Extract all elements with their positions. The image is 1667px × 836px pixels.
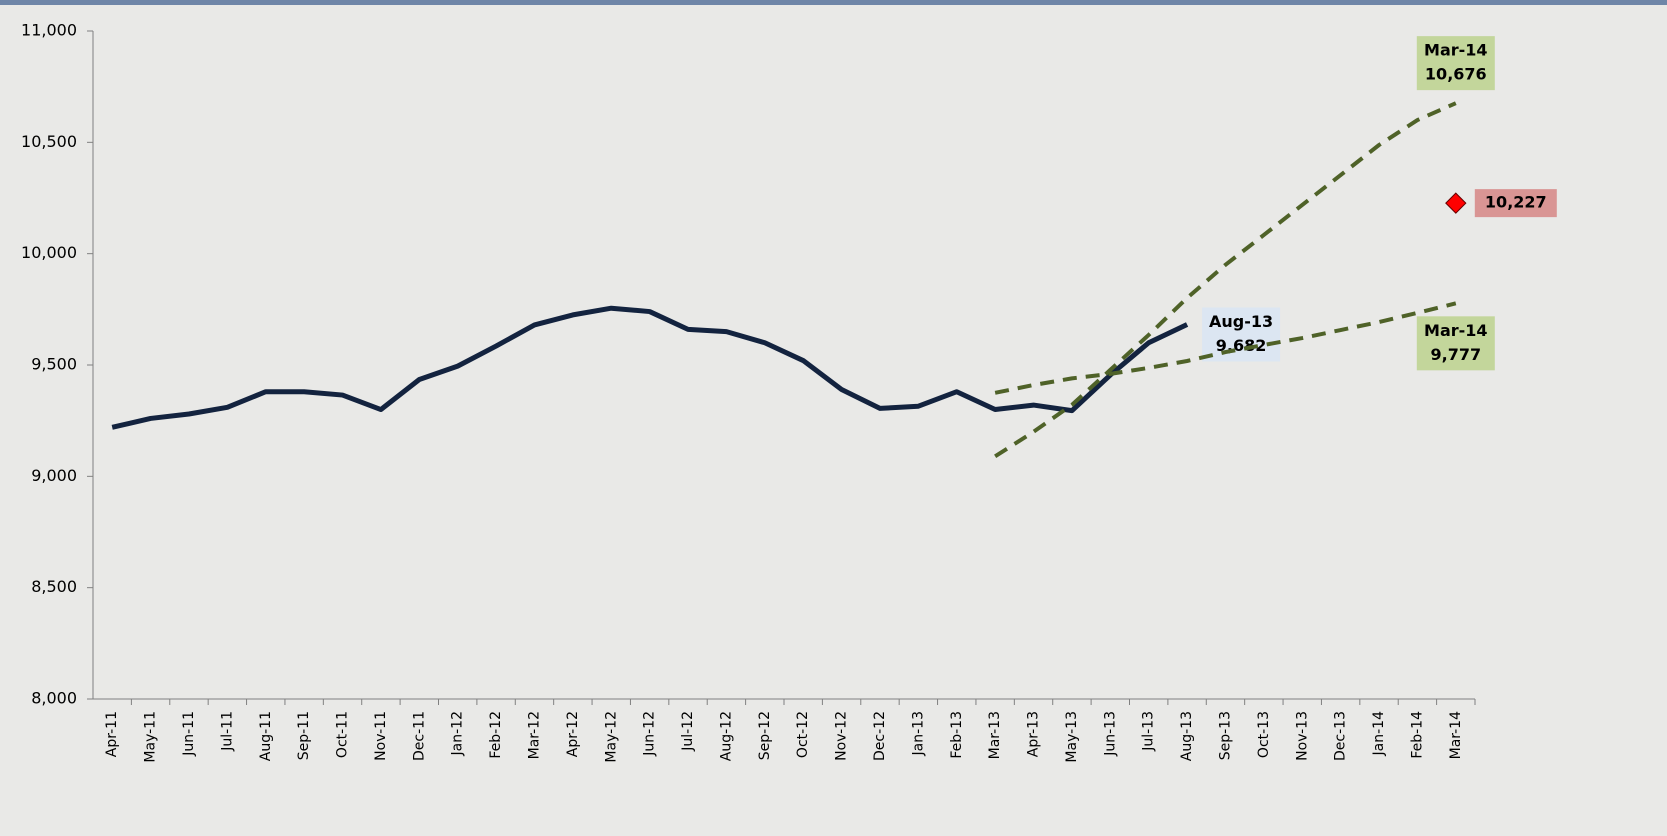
y-tick-label: 9,500 (31, 355, 77, 374)
x-tick-label: Nov-11 (373, 711, 389, 761)
x-tick-label: Feb-13 (949, 711, 965, 759)
callout-value: 10,676 (1425, 65, 1487, 84)
callout: Aug-139,682 (1202, 307, 1281, 362)
x-tick-label: Apr-13 (1026, 711, 1042, 757)
x-tick-label: Nov-13 (1294, 711, 1310, 761)
y-tick-label: 10,000 (21, 243, 77, 262)
series-line (994, 101, 1457, 458)
x-tick-label: Oct-11 (335, 711, 351, 758)
x-tick-label: Jun-12 (642, 711, 658, 757)
x-tick-label: Feb-12 (488, 711, 504, 759)
callout-value: 10,227 (1485, 193, 1547, 212)
x-tick-label: Jul-13 (1141, 711, 1157, 752)
callout-box (1474, 189, 1557, 218)
x-tick-label: Jul-12 (680, 711, 696, 752)
series-line (994, 301, 1457, 395)
x-tick-label: Sep-13 (1217, 711, 1233, 760)
y-tick-label: 11,000 (21, 21, 77, 40)
x-tick-label: May-13 (1064, 711, 1080, 763)
callout-value: 9,777 (1431, 345, 1482, 364)
callout: 10,227 (1474, 189, 1557, 218)
callout: Mar-14 9,777 (1416, 316, 1495, 371)
x-tick-label: Aug-11 (258, 711, 274, 761)
y-tick-label: 8,000 (31, 689, 77, 708)
x-tick-label: May-12 (603, 711, 619, 763)
x-tick-label: Apr-12 (565, 711, 581, 757)
y-tick-label: 8,500 (31, 577, 77, 596)
x-tick-label: Apr-11 (104, 711, 120, 757)
x-tick-label: Feb-14 (1409, 711, 1425, 759)
x-tick-label: Jun-13 (1102, 711, 1118, 757)
x-tick-label: Mar-12 (526, 711, 542, 759)
marker (1445, 192, 1467, 214)
callout: Mar-14 10,676 (1416, 36, 1495, 91)
x-tick-label: Nov-12 (834, 711, 850, 761)
x-tick-label: Jan-13 (910, 711, 926, 756)
x-tick-label: Oct-13 (1256, 711, 1272, 758)
top-border (0, 0, 1667, 5)
callout-category: Mar-14 (1424, 321, 1488, 340)
x-tick-label: Dec-13 (1333, 711, 1349, 761)
callout-box (1416, 316, 1495, 371)
x-tick-label: Oct-12 (795, 711, 811, 758)
x-tick-label: Dec-11 (411, 711, 427, 761)
callout-category: Aug-13 (1209, 312, 1273, 331)
x-tick-label: Jul-11 (219, 711, 235, 752)
series-line (111, 305, 1189, 430)
x-tick-label: Mar-13 (987, 711, 1003, 759)
callout-box (1416, 36, 1495, 91)
x-tick-label: Dec-12 (872, 711, 888, 761)
x-tick-label: Jun-11 (181, 711, 197, 757)
callout-box (1202, 307, 1281, 362)
x-tick-label: Sep-12 (757, 711, 773, 760)
x-tick-label: Aug-13 (1179, 711, 1195, 761)
x-tick-label: Jan-14 (1371, 711, 1387, 757)
y-tick-label: 9,000 (31, 466, 77, 485)
x-tick-label: Jan-12 (450, 711, 466, 756)
x-tick-label: Aug-12 (718, 711, 734, 761)
y-tick-label: 10,500 (21, 132, 77, 151)
callout-category: Mar-14 (1424, 41, 1488, 60)
x-tick-label: Mar-14 (1448, 711, 1464, 759)
x-tick-label: Sep-11 (296, 711, 312, 760)
x-tick-label: May-11 (143, 711, 159, 763)
